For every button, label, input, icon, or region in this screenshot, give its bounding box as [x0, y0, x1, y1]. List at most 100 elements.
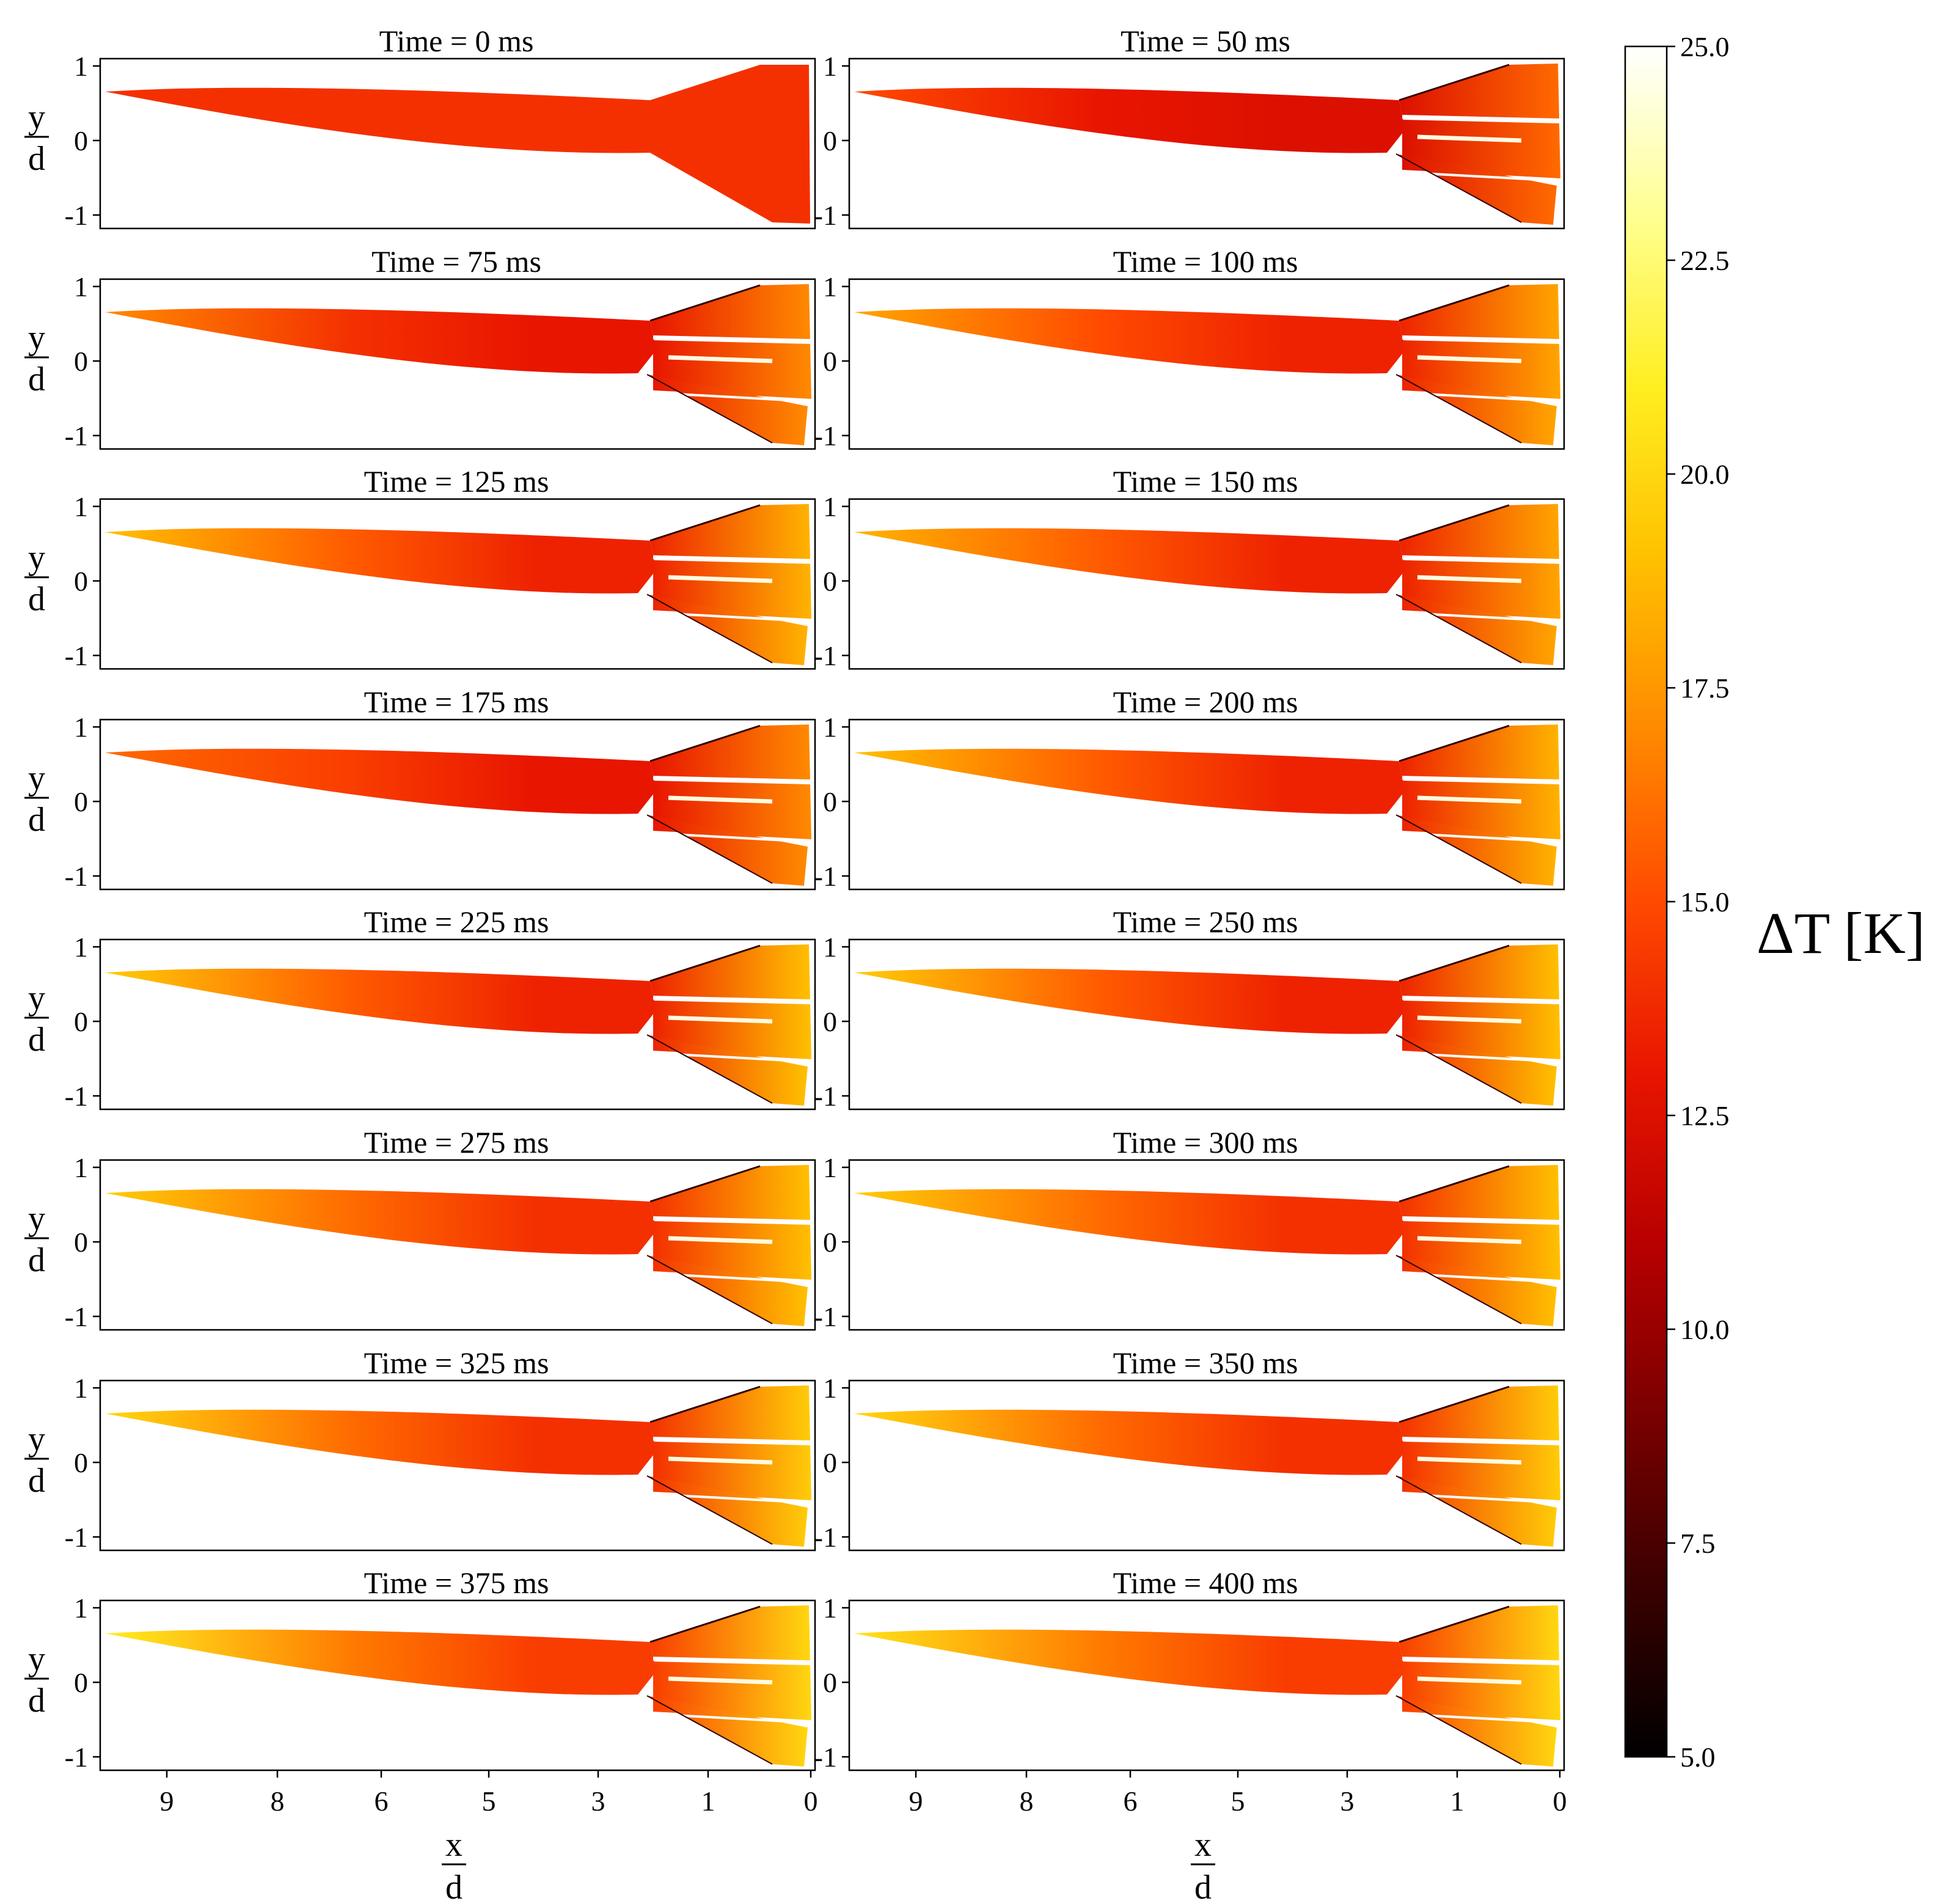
y-tick-label: -1	[65, 420, 88, 451]
y-tick-label: 0	[74, 1006, 88, 1037]
fin-leading-edge	[649, 1165, 761, 1203]
panel-125ms: Time = 125 ms 1 0 -1 yd	[24, 464, 816, 671]
axes-frame	[99, 57, 816, 230]
x-axis-label-numerator: x	[1194, 1826, 1212, 1864]
fin-slot-lower	[653, 1493, 811, 1504]
missile-fin-bottom	[647, 374, 808, 445]
fin-leading-edge	[1399, 504, 1510, 542]
fin-trailing-edge	[1395, 1034, 1522, 1104]
missile-fin-bottom	[647, 1255, 808, 1326]
panel-title: Time = 200 ms	[1113, 685, 1298, 719]
fin-slot-highlight	[668, 355, 773, 363]
panel-title: Time = 50 ms	[1121, 24, 1290, 58]
panel-title: Time = 275 ms	[364, 1125, 549, 1159]
y-axis-label-numerator: y	[28, 319, 45, 357]
fin-slot-highlight	[668, 575, 773, 583]
colorbar-gradient	[1624, 45, 1668, 1758]
missile-heatmap	[854, 1605, 1560, 1767]
fin-slot-upper	[653, 1657, 811, 1665]
axes-frame	[99, 1599, 816, 1771]
y-tick-label: 0	[823, 1447, 837, 1478]
missile-heatmap	[854, 284, 1560, 445]
y-tick-label: -1	[814, 1742, 837, 1773]
fin-slot-upper	[1402, 1437, 1560, 1445]
y-tick-label: 0	[823, 566, 837, 597]
missile-heatmap	[105, 284, 811, 445]
missile-body	[105, 748, 656, 814]
axes-frame	[848, 498, 1565, 670]
missile-heatmap	[105, 1605, 811, 1767]
panel-title: Time = 125 ms	[364, 464, 549, 498]
panel-400ms: Time = 400 ms 1 0 -1 9 8 6 5 3 1 0 xd	[814, 1566, 1567, 1901]
fin-slot-lower	[653, 1713, 811, 1724]
y-tick-label: 1	[74, 1373, 88, 1404]
x-tick-label: 8	[1020, 1786, 1034, 1817]
colorbar-tick-label: 10.0	[1680, 1314, 1730, 1345]
fin-slot-highlight	[1417, 1676, 1522, 1685]
axes-frame	[848, 938, 1565, 1111]
missile-fin-bottom	[1396, 154, 1557, 225]
colorbar-tick-label: 5.0	[1680, 1742, 1716, 1773]
fin-trailing-edge	[1395, 1255, 1522, 1324]
panel-title: Time = 375 ms	[364, 1566, 549, 1600]
missile-fin-bottom	[1396, 1255, 1557, 1326]
missile-fin-top	[650, 724, 810, 779]
y-axis-label-numerator: y	[28, 1200, 45, 1238]
panel-title: Time = 0 ms	[379, 24, 534, 58]
fin-trailing-edge	[646, 374, 773, 443]
fin-slot-upper	[1402, 1657, 1560, 1665]
fin-leading-edge	[1399, 1385, 1510, 1423]
x-axis-label-denominator: d	[1194, 1869, 1212, 1901]
fin-slot-upper	[653, 776, 811, 784]
missile-body	[105, 1409, 656, 1475]
missile-fin-top	[1399, 1385, 1559, 1440]
y-tick-label: 0	[74, 1667, 88, 1698]
missile-body	[854, 308, 1405, 374]
fin-slot-highlight	[1417, 795, 1522, 804]
y-axis-label-numerator: y	[28, 759, 45, 797]
y-tick-label: -1	[65, 1742, 88, 1773]
missile-fin-top	[1399, 1605, 1559, 1660]
y-axis-label-denominator: d	[28, 1021, 45, 1059]
missile-heatmap	[105, 1385, 811, 1547]
missile-fin-bottom	[647, 594, 808, 665]
y-tick-label: 1	[74, 712, 88, 743]
y-tick-label: 0	[74, 566, 88, 597]
y-tick-label: 0	[74, 125, 88, 156]
fin-slot-lower	[653, 1052, 811, 1063]
fin-slot-lower	[653, 1272, 811, 1283]
panel-0ms: Time = 0 ms 1 0 -1 yd	[24, 24, 816, 231]
y-tick-label: -1	[65, 861, 88, 892]
x-tick-label: 5	[1231, 1786, 1245, 1817]
axes-frame	[99, 1379, 816, 1552]
missile-body	[854, 528, 1405, 594]
axes-frame	[99, 718, 816, 891]
y-tick-label: 0	[823, 786, 837, 817]
fin-leading-edge	[1399, 284, 1510, 322]
fin-trailing-edge	[1395, 814, 1522, 884]
y-tick-label: 1	[74, 1593, 88, 1624]
missile-heatmap	[105, 65, 810, 224]
y-axis-label-denominator: d	[28, 360, 45, 398]
missile-fin-bottom	[647, 1035, 808, 1106]
fin-slot-highlight	[668, 1676, 773, 1685]
y-tick-label: -1	[65, 1301, 88, 1332]
x-tick-label: 8	[271, 1786, 285, 1817]
y-tick-label: 0	[74, 1227, 88, 1258]
panel-title: Time = 175 ms	[364, 685, 549, 719]
missile-fin-top	[1399, 724, 1559, 779]
missile-body	[105, 308, 656, 374]
y-tick-label: 0	[823, 346, 837, 377]
fin-slot-lower	[1402, 1713, 1560, 1724]
x-tick-label: 1	[701, 1786, 715, 1817]
x-tick-label: 3	[1340, 1786, 1355, 1817]
y-tick-label: 1	[823, 1152, 837, 1183]
panel-title: Time = 150 ms	[1113, 464, 1298, 498]
missile-fin-top	[650, 284, 810, 339]
missile-body	[105, 65, 810, 224]
axes-frame	[99, 278, 816, 450]
fin-slot-highlight	[1417, 1456, 1522, 1465]
missile-fin-top	[1399, 1165, 1559, 1220]
